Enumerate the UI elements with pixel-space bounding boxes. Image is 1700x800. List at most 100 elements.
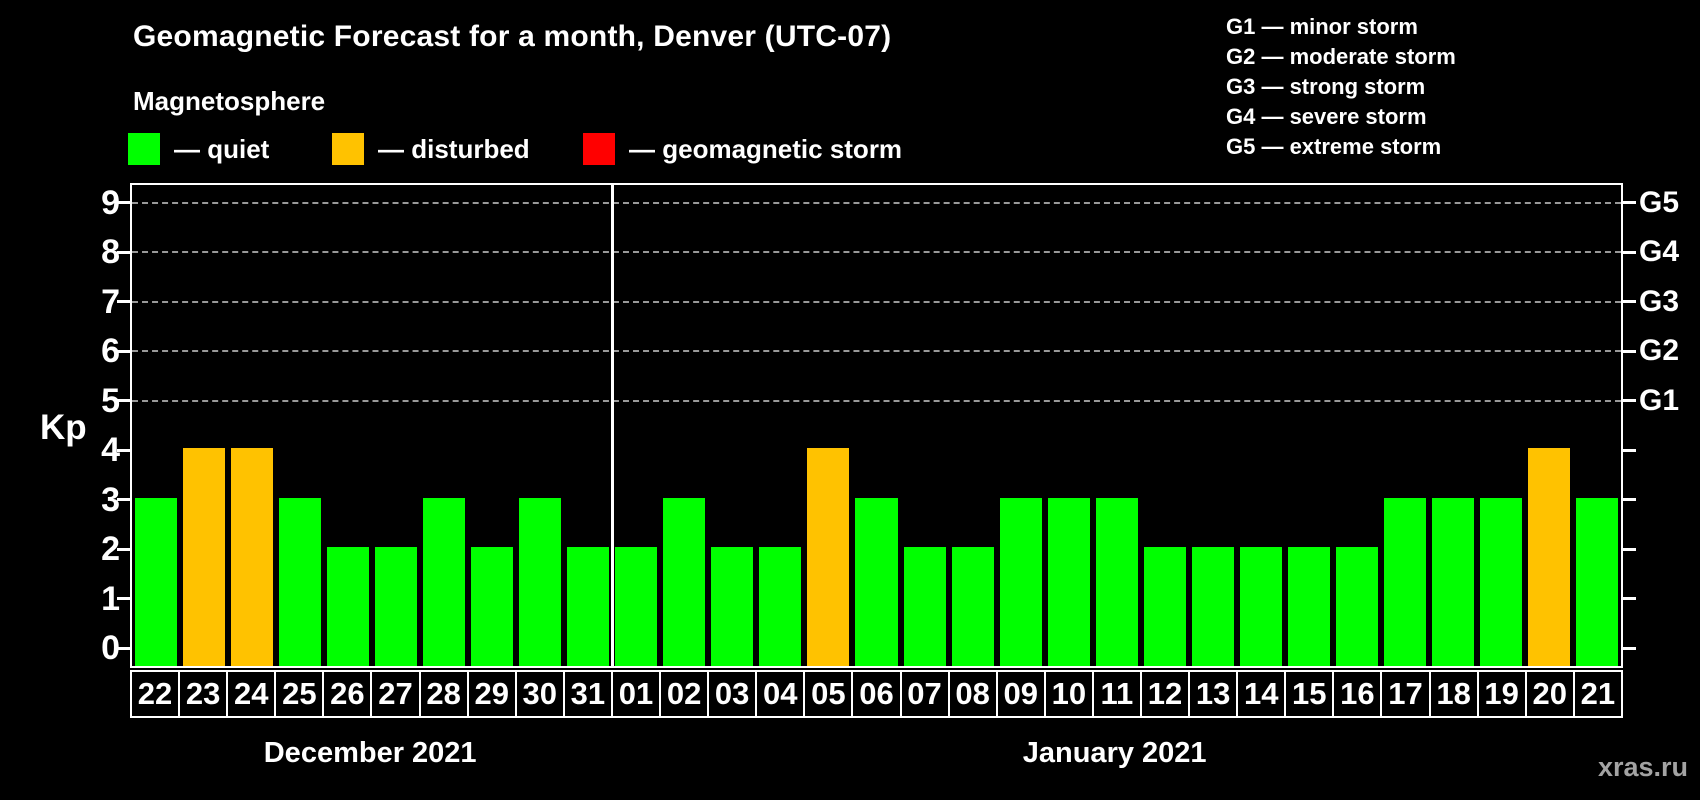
day-label-01: 01 [610, 670, 662, 718]
kp-bar-day-09 [999, 497, 1042, 666]
month-label-january: January 2021 [1022, 737, 1207, 769]
right-tick-kp-4 [1623, 448, 1636, 452]
g-legend-line-2: G2 — moderate storm [1226, 44, 1456, 69]
gridline-kp-6 [132, 350, 1621, 352]
legend-label-storm: — geomagnetic storm [629, 133, 903, 164]
y-axis-tick-label-1: 1 [101, 579, 120, 618]
kp-bar-day-29 [471, 547, 514, 666]
left-tick-kp-6 [117, 349, 130, 353]
day-label-13: 13 [1188, 670, 1239, 718]
day-label-16: 16 [1332, 670, 1383, 718]
right-tick-kp-0 [1623, 646, 1636, 650]
right-axis-label-g2: G2 [1639, 334, 1680, 367]
left-tick-kp-1 [117, 597, 130, 600]
day-label-27: 27 [370, 670, 421, 718]
right-tick-kp-5 [1623, 399, 1636, 402]
kp-axis-label: Kp [40, 408, 87, 447]
legend-item-storm: — geomagnetic storm [583, 133, 902, 165]
g-legend-line-5: G5 — extreme storm [1226, 134, 1442, 159]
kp-bar-day-19 [1479, 497, 1522, 666]
y-axis-tick-label-0: 0 [101, 629, 120, 667]
day-label-09: 09 [995, 670, 1046, 718]
kp-bar-day-03 [711, 547, 754, 666]
day-label-12: 12 [1139, 670, 1191, 718]
day-label-18: 18 [1428, 670, 1479, 718]
kp-bar-day-06 [855, 497, 898, 666]
legend-item-quiet: — quiet [128, 133, 269, 165]
kp-bar-day-20 [1527, 448, 1570, 666]
kp-bar-day-16 [1335, 547, 1378, 666]
y-axis-tick-label-5: 5 [101, 381, 120, 420]
g-legend-line-4: G4 — severe storm [1226, 104, 1427, 129]
left-tick-kp-0 [117, 646, 130, 650]
right-tick-kp-9 [1623, 201, 1636, 204]
day-label-05: 05 [803, 670, 854, 718]
kp-bar-day-21 [1575, 497, 1618, 666]
kp-bar-day-22 [135, 497, 178, 666]
left-tick-kp-9 [117, 201, 130, 204]
plot-inner [132, 185, 1621, 666]
kp-bar-day-27 [375, 547, 418, 666]
kp-bar-day-15 [1287, 547, 1330, 666]
kp-bar-day-23 [183, 448, 226, 666]
gridline-kp-7 [132, 300, 1621, 303]
day-label-07: 07 [899, 670, 950, 718]
kp-bar-day-02 [663, 497, 706, 666]
y-axis-tick-label-6: 6 [101, 332, 120, 370]
right-tick-kp-3 [1623, 498, 1636, 501]
day-label-25: 25 [274, 670, 325, 718]
day-label-31: 31 [562, 670, 613, 718]
day-label-26: 26 [322, 670, 373, 718]
left-tick-kp-2 [117, 547, 130, 551]
right-tick-kp-2 [1623, 547, 1636, 551]
kp-bar-chart-plot-area [130, 183, 1623, 668]
left-tick-kp-5 [117, 399, 130, 402]
quiet-color-swatch [128, 133, 160, 165]
day-label-22: 22 [130, 670, 181, 718]
day-label-28: 28 [418, 670, 469, 718]
month-separator-line [610, 185, 614, 666]
right-axis-label-g4: G4 [1639, 235, 1680, 268]
storm-color-swatch [583, 133, 615, 165]
right-tick-kp-8 [1623, 250, 1636, 254]
y-axis-tick-label-7: 7 [101, 282, 120, 321]
kp-bar-day-01 [615, 547, 658, 666]
day-label-15: 15 [1284, 670, 1335, 718]
g-legend-line-3: G3 — strong storm [1226, 74, 1426, 99]
gridline-kp-9 [132, 201, 1621, 204]
day-label-19: 19 [1476, 670, 1527, 718]
disturbed-color-swatch [332, 133, 364, 165]
y-axis-tick-label-3: 3 [101, 480, 120, 519]
kp-bar-day-28 [423, 497, 466, 666]
day-label-03: 03 [707, 670, 758, 718]
kp-bar-day-18 [1431, 497, 1474, 666]
kp-bar-day-10 [1047, 497, 1090, 666]
kp-bar-day-25 [279, 497, 322, 666]
kp-bar-day-05 [807, 448, 850, 666]
day-label-04: 04 [755, 670, 806, 718]
gridline-kp-8 [132, 251, 1621, 253]
kp-bar-day-11 [1095, 497, 1138, 666]
legend-label-disturbed: — disturbed [378, 133, 530, 164]
left-tick-kp-3 [117, 498, 130, 501]
day-label-29: 29 [466, 670, 517, 718]
day-label-23: 23 [178, 670, 229, 718]
kp-bar-day-26 [327, 547, 370, 666]
kp-bar-day-07 [903, 547, 946, 666]
legend-label-quiet: — quiet [174, 133, 270, 164]
left-tick-kp-7 [117, 300, 130, 303]
day-label-08: 08 [947, 670, 998, 718]
left-tick-kp-8 [117, 250, 130, 254]
right-axis-label-g3: G3 [1639, 284, 1680, 318]
page-title: Geomagnetic Forecast for a month, Denver… [133, 20, 892, 53]
day-label-20: 20 [1524, 670, 1575, 718]
day-label-30: 30 [514, 670, 565, 718]
watermark: xras.ru [1597, 752, 1688, 782]
y-axis-tick-label-2: 2 [101, 530, 120, 568]
day-label-24: 24 [226, 670, 277, 718]
kp-bar-day-17 [1383, 497, 1426, 666]
day-label-10: 10 [1043, 670, 1094, 718]
right-tick-kp-1 [1623, 597, 1636, 600]
day-axis: 22 23 24 25 26 27 28 29 30 31 01 02 03 04 05 06 07 08 09 10… [130, 670, 1623, 718]
